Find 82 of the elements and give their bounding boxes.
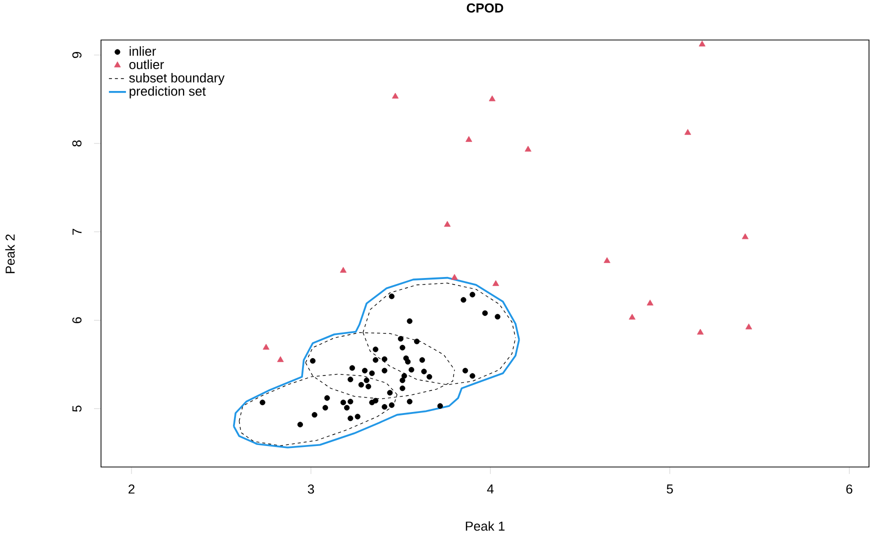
point xyxy=(369,370,375,376)
point xyxy=(437,403,443,409)
point xyxy=(444,220,451,227)
point xyxy=(482,310,488,316)
y-tick-label: 7 xyxy=(72,228,82,235)
point xyxy=(362,368,368,374)
point xyxy=(348,376,354,382)
x-axis-title: Peak 1 xyxy=(466,521,505,531)
legend-label: subset boundary xyxy=(129,72,225,86)
point xyxy=(297,422,303,428)
point xyxy=(406,318,412,324)
point xyxy=(492,280,500,286)
point xyxy=(405,358,411,365)
point xyxy=(372,346,378,352)
point xyxy=(322,404,328,411)
point xyxy=(388,294,394,300)
point xyxy=(466,136,472,142)
point xyxy=(372,357,378,363)
point xyxy=(349,365,356,371)
x-tick-label: 3 xyxy=(308,484,314,494)
point xyxy=(470,373,476,379)
point xyxy=(392,92,399,99)
point xyxy=(340,400,346,406)
point xyxy=(388,402,394,408)
point xyxy=(421,368,427,374)
point xyxy=(344,404,350,411)
point xyxy=(488,95,496,102)
point xyxy=(451,274,458,280)
point xyxy=(414,338,420,344)
y-tick-label: 6 xyxy=(72,317,82,324)
x-tick-label: 4 xyxy=(487,484,494,494)
point xyxy=(646,300,654,306)
point xyxy=(372,398,378,404)
point xyxy=(419,357,426,363)
point xyxy=(408,366,414,373)
point xyxy=(312,412,318,418)
point xyxy=(742,233,749,240)
point xyxy=(524,146,532,152)
x-tick-label: 6 xyxy=(846,484,852,494)
legend-label: inlier xyxy=(130,46,156,56)
point xyxy=(628,314,636,320)
point xyxy=(398,336,404,342)
point xyxy=(277,356,284,362)
point xyxy=(382,356,388,362)
point xyxy=(348,416,354,422)
point xyxy=(364,378,370,384)
point xyxy=(684,129,692,135)
y-tick-label: 5 xyxy=(72,406,82,412)
point xyxy=(745,324,752,330)
point xyxy=(348,398,354,404)
point xyxy=(470,292,476,298)
point xyxy=(310,358,316,364)
point xyxy=(382,404,388,410)
point xyxy=(366,384,372,390)
point xyxy=(697,328,704,335)
point xyxy=(406,398,412,404)
y-axis-title: Peak 2 xyxy=(5,234,15,274)
point xyxy=(698,40,706,46)
point xyxy=(462,368,468,374)
point xyxy=(382,368,388,374)
point xyxy=(494,314,500,320)
point xyxy=(340,266,347,273)
point xyxy=(460,297,466,303)
y-tick-label: 8 xyxy=(72,140,82,146)
x-tick-label: 5 xyxy=(666,484,673,494)
legend-label: outlier xyxy=(129,60,164,70)
point xyxy=(260,400,266,406)
point xyxy=(400,344,406,350)
point xyxy=(426,374,432,380)
x-tick-label: 2 xyxy=(128,484,134,494)
point xyxy=(401,373,408,379)
chart-title: CPOD xyxy=(466,3,504,13)
point xyxy=(400,378,406,384)
legend-label: prediction set xyxy=(130,86,206,98)
point xyxy=(262,344,270,350)
point xyxy=(358,382,364,388)
point xyxy=(354,414,360,420)
y-tick-label: 9 xyxy=(72,52,82,58)
point xyxy=(387,390,393,396)
point xyxy=(604,257,610,263)
point xyxy=(400,386,406,392)
point xyxy=(324,395,330,401)
